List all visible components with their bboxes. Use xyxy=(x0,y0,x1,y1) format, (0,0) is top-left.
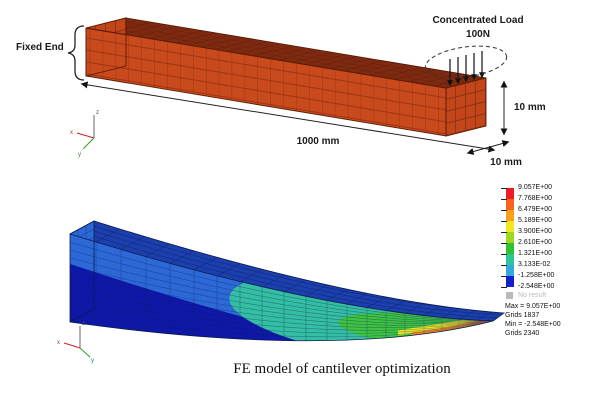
legend-value: 7.768E+00 xyxy=(518,195,553,202)
contour-result-model xyxy=(69,220,506,342)
legend-value: -2.548E+00 xyxy=(518,283,555,290)
legend-value: 1.321E+00 xyxy=(518,250,553,257)
legend-cell xyxy=(506,243,514,254)
legend-value: 3.133E-02 xyxy=(518,261,551,268)
legend-value: 5.189E+00 xyxy=(518,217,553,224)
legend-min: Min = -2.548E+00 xyxy=(505,321,561,328)
legend-cell xyxy=(506,232,514,243)
legend-value: 2.610E+00 xyxy=(518,239,553,246)
triad-z-label: z xyxy=(96,110,99,116)
legend-cell xyxy=(506,254,514,265)
load-region-ellipse xyxy=(424,45,508,79)
legend-max-grids: Grids 1837 xyxy=(505,312,540,319)
contour-top-face xyxy=(70,221,504,321)
fixed-end-label: Fixed End xyxy=(16,42,64,53)
load-arrows xyxy=(447,51,485,87)
no-result-swatch xyxy=(506,292,513,299)
axes-triad-bottom: z x y xyxy=(57,321,94,364)
no-result-label: No result xyxy=(518,292,547,299)
legend-value: 3.900E+00 xyxy=(518,228,553,235)
triad-y-label: y xyxy=(78,152,81,158)
figure-caption: FE model of cantilever optimization xyxy=(233,361,451,377)
legend-value: -1.258E+00 xyxy=(518,272,555,279)
dim-width-arrow xyxy=(466,140,510,155)
dim-length-arrow xyxy=(80,81,496,153)
dimension-lines xyxy=(80,80,510,155)
triad2-x-label: x xyxy=(57,340,60,346)
dim-width-label: 10 mm xyxy=(490,157,522,168)
legend-cell xyxy=(506,210,514,221)
legend-max: Max = 9.057E+00 xyxy=(505,303,561,310)
legend-value: 9.057E+00 xyxy=(518,184,553,191)
triad-x-label: x xyxy=(70,130,73,136)
dim-length-label: 1000 mm xyxy=(296,136,340,147)
load-value-label: 100N xyxy=(466,29,490,40)
legend-cell xyxy=(506,265,514,276)
fixed-end-brace xyxy=(67,25,85,81)
legend-cell xyxy=(506,276,514,287)
concentrated-load-label: Concentrated Load xyxy=(432,15,524,26)
legend-cell xyxy=(506,221,514,232)
contour-orange-band xyxy=(411,317,492,336)
axes-triad-top: z x y xyxy=(70,110,99,158)
contour-outline xyxy=(69,220,506,342)
legend-cell xyxy=(506,188,514,199)
legend-cell xyxy=(506,199,514,210)
legend-value: 6.479E+00 xyxy=(518,206,553,213)
legend-min-grids: Grids 2340 xyxy=(505,330,540,337)
triad2-y-label: y xyxy=(91,358,94,364)
dim-height-label: 10 mm xyxy=(514,102,546,113)
triad2-z-label: z xyxy=(82,321,85,327)
